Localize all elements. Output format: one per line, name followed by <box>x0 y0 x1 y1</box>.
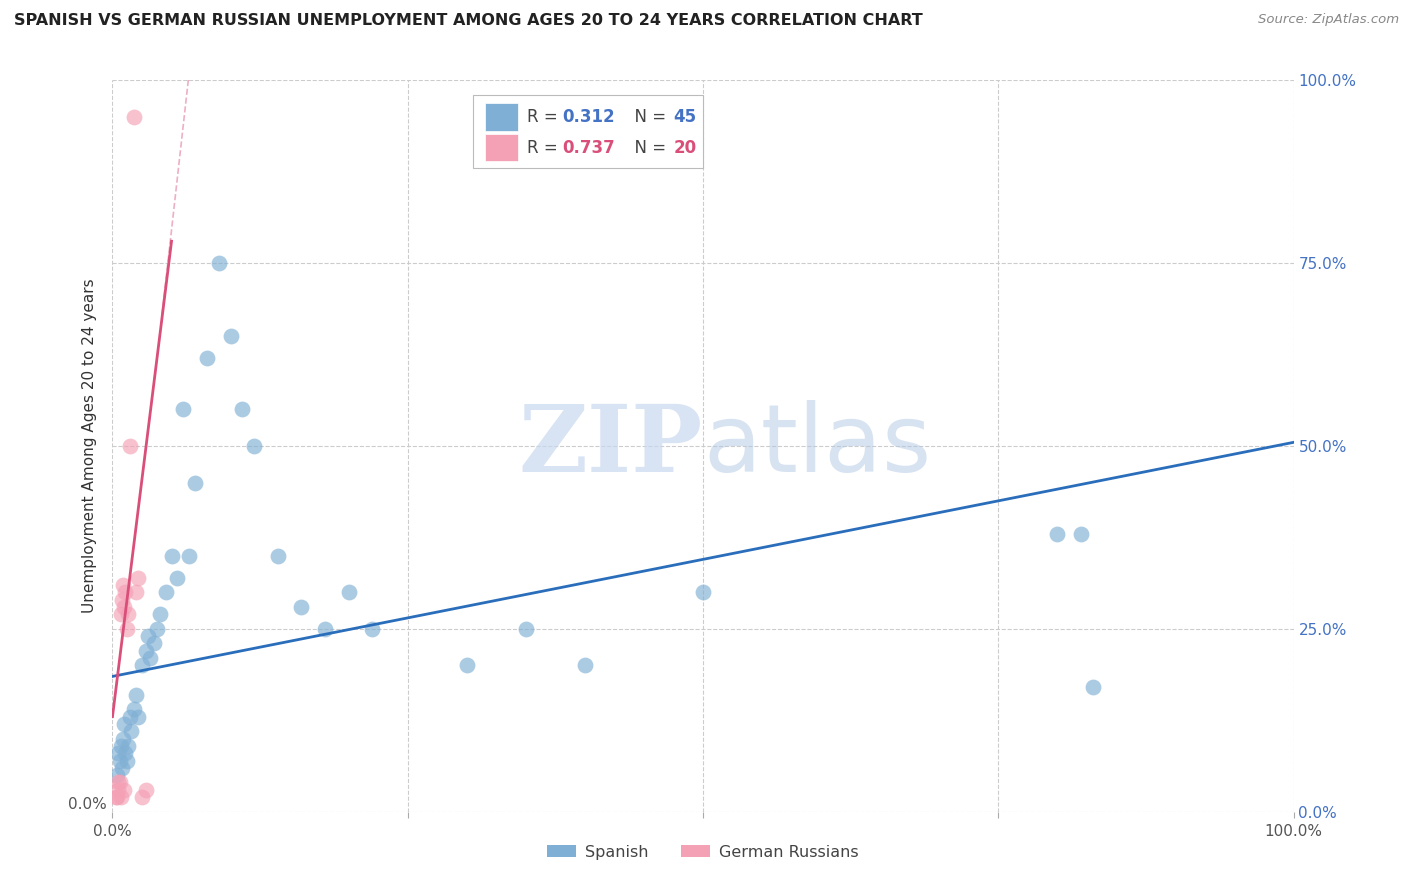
FancyBboxPatch shape <box>472 95 703 168</box>
Point <box>131 790 153 805</box>
Point <box>114 585 136 599</box>
Point <box>135 782 157 797</box>
Point <box>125 585 148 599</box>
Text: SPANISH VS GERMAN RUSSIAN UNEMPLOYMENT AMONG AGES 20 TO 24 YEARS CORRELATION CHA: SPANISH VS GERMAN RUSSIAN UNEMPLOYMENT A… <box>14 13 922 29</box>
Point <box>107 746 129 760</box>
Text: N =: N = <box>624 138 671 157</box>
Text: 20: 20 <box>673 138 696 157</box>
Point <box>184 475 207 490</box>
Point <box>208 256 231 270</box>
Point <box>172 402 194 417</box>
Text: ZIP: ZIP <box>519 401 703 491</box>
Bar <box>485 134 517 161</box>
Point <box>195 351 218 366</box>
Point <box>127 571 149 585</box>
Point <box>136 629 159 643</box>
Point <box>107 782 129 797</box>
Point <box>160 549 183 563</box>
Text: Source: ZipAtlas.com: Source: ZipAtlas.com <box>1258 13 1399 27</box>
Point <box>110 607 132 622</box>
Point <box>122 110 145 124</box>
Point <box>112 782 135 797</box>
Point <box>105 790 128 805</box>
Point <box>337 585 360 599</box>
Point <box>456 658 478 673</box>
Point <box>115 622 138 636</box>
Point <box>112 599 135 614</box>
Point <box>105 790 128 805</box>
Point <box>115 754 138 768</box>
Point <box>117 739 139 753</box>
Point <box>107 775 129 789</box>
Point <box>127 709 149 723</box>
Point <box>179 549 201 563</box>
Point <box>114 746 136 760</box>
Point <box>243 439 266 453</box>
Text: R =: R = <box>527 108 562 126</box>
Point <box>1046 526 1069 541</box>
Point <box>692 585 714 599</box>
Point <box>112 578 135 592</box>
Point <box>135 644 157 658</box>
Point <box>231 402 253 417</box>
Point <box>1070 526 1092 541</box>
Point <box>515 622 537 636</box>
Point <box>105 768 128 782</box>
Point <box>120 724 142 739</box>
Point <box>125 688 148 702</box>
Point <box>155 585 177 599</box>
Point <box>146 622 169 636</box>
Point <box>110 739 132 753</box>
Text: 45: 45 <box>673 108 696 126</box>
Text: N =: N = <box>624 108 671 126</box>
Text: 0.312: 0.312 <box>562 108 614 126</box>
Point <box>122 702 145 716</box>
Point <box>120 439 142 453</box>
Text: R =: R = <box>527 138 562 157</box>
Point <box>1081 681 1104 695</box>
Point <box>166 571 188 585</box>
Point <box>111 761 134 775</box>
Legend: Spanish, German Russians: Spanish, German Russians <box>541 838 865 866</box>
Point <box>112 731 135 746</box>
Point <box>131 658 153 673</box>
Text: 0.0%: 0.0% <box>67 797 107 812</box>
Point <box>110 790 132 805</box>
Point <box>149 607 172 622</box>
Y-axis label: Unemployment Among Ages 20 to 24 years: Unemployment Among Ages 20 to 24 years <box>82 278 97 614</box>
Point <box>111 592 134 607</box>
Point <box>120 709 142 723</box>
Text: 0.737: 0.737 <box>562 138 616 157</box>
Point <box>267 549 290 563</box>
Point <box>108 775 131 789</box>
Point <box>290 599 312 614</box>
Point <box>139 651 162 665</box>
Point <box>314 622 336 636</box>
Point <box>574 658 596 673</box>
Point <box>361 622 384 636</box>
Point <box>117 607 139 622</box>
Point <box>112 717 135 731</box>
Bar <box>485 103 517 131</box>
Point <box>108 754 131 768</box>
Point <box>142 636 165 650</box>
Text: atlas: atlas <box>703 400 931 492</box>
Point <box>219 329 242 343</box>
